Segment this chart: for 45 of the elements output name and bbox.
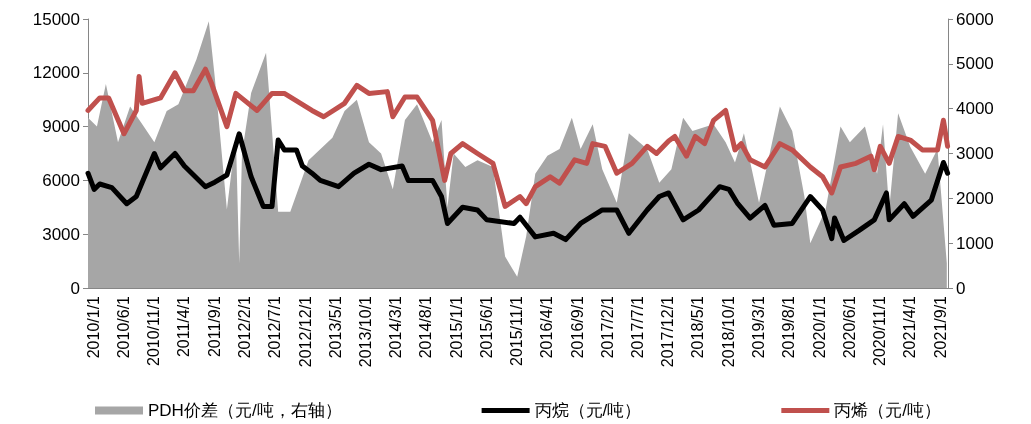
x-tick-label: 2019/8/1 <box>780 295 798 359</box>
y2-tick-label: 1000 <box>956 233 994 253</box>
y2-tick-label: 0 <box>956 278 966 298</box>
x-tick-label: 2020/11/1 <box>871 295 889 366</box>
x-tick-label: 2013/5/1 <box>326 295 344 359</box>
x-tick-label: 2019/3/1 <box>749 295 767 359</box>
x-tick-label: 2010/11/1 <box>145 295 163 366</box>
x-tick-label: 2017/12/1 <box>659 295 677 368</box>
x-tick-label: 2021/4/1 <box>901 295 919 359</box>
x-tick-label: 2018/5/1 <box>689 295 707 359</box>
x-tick-label: 2015/6/1 <box>477 295 495 359</box>
x-tick-label: 2012/7/1 <box>266 295 284 359</box>
x-tick-label: 2010/6/1 <box>115 295 132 359</box>
x-tick-label: 2017/2/1 <box>599 295 617 359</box>
x-tick-label: 2014/8/1 <box>417 295 435 359</box>
x-tick-label: 2015/1/1 <box>447 295 465 359</box>
x-tick-label: 2020/6/1 <box>840 295 858 359</box>
x-tick-label: 2015/11/1 <box>508 295 526 366</box>
x-tick-label: 2012/12/1 <box>296 295 314 368</box>
x-tick-label: 2016/4/1 <box>538 295 556 359</box>
x-tick-label: 2011/4/1 <box>175 295 193 358</box>
y-tick-label: 12000 <box>32 63 80 83</box>
y2-tick-label: 6000 <box>956 9 994 29</box>
x-tick-label: 2013/10/1 <box>357 295 375 368</box>
x-tick-label: 2021/9/1 <box>931 295 949 359</box>
x-tick-label: 2012/2/1 <box>236 295 254 359</box>
x-tick-label: 2011/9/1 <box>205 295 223 358</box>
y-tick-label: 15000 <box>32 9 80 29</box>
y-tick-label: 9000 <box>42 117 80 137</box>
x-tick-label: 2014/3/1 <box>387 295 405 359</box>
x-tick-label: 2018/10/1 <box>719 295 737 368</box>
x-tick-label: 2016/9/1 <box>568 295 586 359</box>
y2-tick-label: 4000 <box>956 99 994 119</box>
y-tick-label: 6000 <box>42 170 80 190</box>
legend-label: 丙烯（元/吨） <box>834 401 942 420</box>
x-tick-label: 2017/7/1 <box>629 295 647 359</box>
x-tick-label: 2010/1/1 <box>85 295 102 359</box>
y-tick-label: 3000 <box>42 224 80 244</box>
y-tick-label: 0 <box>70 278 80 298</box>
x-tick-label: 2020/1/1 <box>810 295 828 359</box>
legend-label: PDH价差（元/吨，右轴） <box>148 401 342 420</box>
y2-tick-label: 5000 <box>956 54 994 74</box>
legend-label: 丙烷（元/吨） <box>534 401 642 420</box>
y2-tick-label: 2000 <box>956 188 994 208</box>
y2-tick-label: 3000 <box>956 144 994 163</box>
